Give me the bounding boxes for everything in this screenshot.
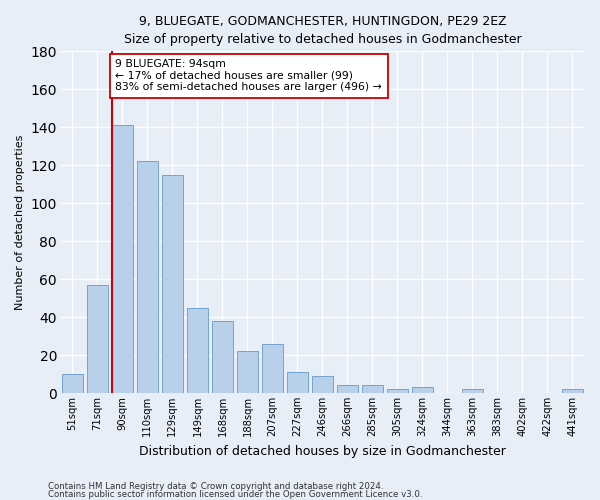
- Bar: [412, 388, 433, 393]
- Bar: [62, 374, 83, 393]
- Title: 9, BLUEGATE, GODMANCHESTER, HUNTINGDON, PE29 2EZ
Size of property relative to de: 9, BLUEGATE, GODMANCHESTER, HUNTINGDON, …: [124, 15, 521, 46]
- Bar: [212, 321, 233, 393]
- Bar: [262, 344, 283, 393]
- Bar: [87, 285, 108, 393]
- Bar: [337, 386, 358, 393]
- Bar: [462, 389, 483, 393]
- Bar: [362, 386, 383, 393]
- Text: Contains public sector information licensed under the Open Government Licence v3: Contains public sector information licen…: [48, 490, 422, 499]
- Bar: [187, 308, 208, 393]
- Bar: [287, 372, 308, 393]
- Y-axis label: Number of detached properties: Number of detached properties: [15, 134, 25, 310]
- Text: Contains HM Land Registry data © Crown copyright and database right 2024.: Contains HM Land Registry data © Crown c…: [48, 482, 383, 491]
- Bar: [137, 162, 158, 393]
- Bar: [162, 174, 183, 393]
- Bar: [562, 389, 583, 393]
- X-axis label: Distribution of detached houses by size in Godmanchester: Distribution of detached houses by size …: [139, 444, 506, 458]
- Bar: [312, 376, 333, 393]
- Text: 9 BLUEGATE: 94sqm
← 17% of detached houses are smaller (99)
83% of semi-detached: 9 BLUEGATE: 94sqm ← 17% of detached hous…: [115, 59, 382, 92]
- Bar: [112, 126, 133, 393]
- Bar: [237, 352, 258, 393]
- Bar: [387, 389, 408, 393]
